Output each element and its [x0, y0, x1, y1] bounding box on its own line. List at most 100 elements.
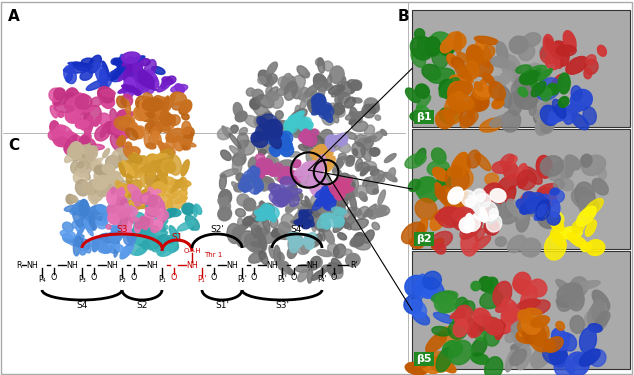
Ellipse shape — [361, 161, 377, 170]
Ellipse shape — [85, 184, 96, 194]
Ellipse shape — [157, 215, 167, 225]
Ellipse shape — [150, 126, 159, 146]
Text: P₄: P₄ — [38, 274, 46, 284]
Ellipse shape — [517, 318, 536, 335]
Ellipse shape — [505, 350, 515, 372]
Ellipse shape — [586, 55, 596, 65]
Ellipse shape — [257, 209, 263, 220]
Ellipse shape — [444, 93, 458, 118]
Ellipse shape — [359, 192, 367, 201]
Text: Thr 1: Thr 1 — [204, 252, 223, 258]
Ellipse shape — [262, 136, 274, 147]
Ellipse shape — [254, 163, 262, 170]
Ellipse shape — [406, 88, 420, 103]
Ellipse shape — [515, 345, 531, 370]
Ellipse shape — [297, 203, 307, 212]
Ellipse shape — [298, 121, 311, 130]
Ellipse shape — [416, 105, 432, 121]
Ellipse shape — [440, 171, 458, 179]
Ellipse shape — [118, 120, 128, 127]
Ellipse shape — [92, 238, 99, 252]
Ellipse shape — [468, 320, 477, 338]
Ellipse shape — [482, 73, 494, 84]
Ellipse shape — [249, 184, 259, 194]
Ellipse shape — [164, 161, 176, 173]
Ellipse shape — [157, 158, 171, 174]
Ellipse shape — [55, 136, 67, 147]
Ellipse shape — [261, 183, 268, 191]
Ellipse shape — [124, 71, 131, 82]
Ellipse shape — [521, 238, 541, 257]
Ellipse shape — [459, 111, 475, 126]
Ellipse shape — [167, 195, 186, 210]
Ellipse shape — [113, 192, 120, 202]
Text: NH: NH — [146, 261, 158, 270]
Ellipse shape — [332, 204, 346, 215]
Ellipse shape — [67, 144, 84, 158]
Ellipse shape — [550, 230, 575, 237]
Ellipse shape — [111, 148, 127, 163]
Ellipse shape — [294, 124, 309, 135]
Text: S1: S1 — [171, 232, 183, 242]
Ellipse shape — [294, 208, 310, 221]
Ellipse shape — [538, 188, 557, 207]
Ellipse shape — [63, 222, 73, 232]
Ellipse shape — [505, 186, 516, 204]
Ellipse shape — [239, 128, 247, 135]
Ellipse shape — [448, 82, 463, 101]
Ellipse shape — [570, 89, 592, 111]
Ellipse shape — [511, 321, 533, 348]
Ellipse shape — [63, 67, 87, 73]
Ellipse shape — [417, 37, 434, 56]
Ellipse shape — [167, 235, 175, 243]
Ellipse shape — [578, 188, 592, 211]
Ellipse shape — [315, 155, 322, 165]
Ellipse shape — [82, 138, 96, 152]
Ellipse shape — [124, 180, 142, 197]
Ellipse shape — [165, 209, 176, 218]
Ellipse shape — [142, 195, 150, 202]
Ellipse shape — [592, 290, 610, 311]
Ellipse shape — [121, 216, 127, 226]
Ellipse shape — [146, 70, 159, 87]
Ellipse shape — [143, 230, 152, 239]
Ellipse shape — [301, 243, 310, 254]
Ellipse shape — [219, 190, 231, 206]
Ellipse shape — [435, 207, 458, 220]
Ellipse shape — [539, 212, 551, 223]
Ellipse shape — [333, 103, 344, 115]
Ellipse shape — [314, 158, 327, 170]
Ellipse shape — [349, 193, 356, 211]
Ellipse shape — [469, 195, 479, 213]
Ellipse shape — [278, 120, 285, 128]
Ellipse shape — [262, 209, 273, 219]
Ellipse shape — [76, 206, 86, 217]
Ellipse shape — [347, 80, 361, 90]
Ellipse shape — [112, 200, 120, 204]
Ellipse shape — [340, 188, 354, 200]
Ellipse shape — [531, 351, 549, 368]
Ellipse shape — [425, 37, 441, 56]
Ellipse shape — [117, 189, 125, 196]
Ellipse shape — [51, 126, 66, 138]
Ellipse shape — [108, 188, 118, 198]
Ellipse shape — [151, 108, 163, 120]
Ellipse shape — [110, 240, 118, 249]
Ellipse shape — [75, 180, 89, 196]
Text: S3': S3' — [275, 300, 289, 309]
Ellipse shape — [282, 172, 291, 184]
Ellipse shape — [558, 73, 570, 94]
Ellipse shape — [522, 331, 535, 344]
Ellipse shape — [268, 132, 281, 148]
Ellipse shape — [108, 213, 119, 224]
Ellipse shape — [256, 154, 265, 162]
Ellipse shape — [277, 252, 284, 261]
Ellipse shape — [140, 189, 154, 204]
Ellipse shape — [230, 146, 242, 157]
Ellipse shape — [476, 79, 498, 99]
Ellipse shape — [477, 77, 493, 95]
Ellipse shape — [138, 76, 152, 88]
Ellipse shape — [133, 76, 141, 93]
Ellipse shape — [375, 178, 379, 183]
Ellipse shape — [274, 191, 286, 204]
